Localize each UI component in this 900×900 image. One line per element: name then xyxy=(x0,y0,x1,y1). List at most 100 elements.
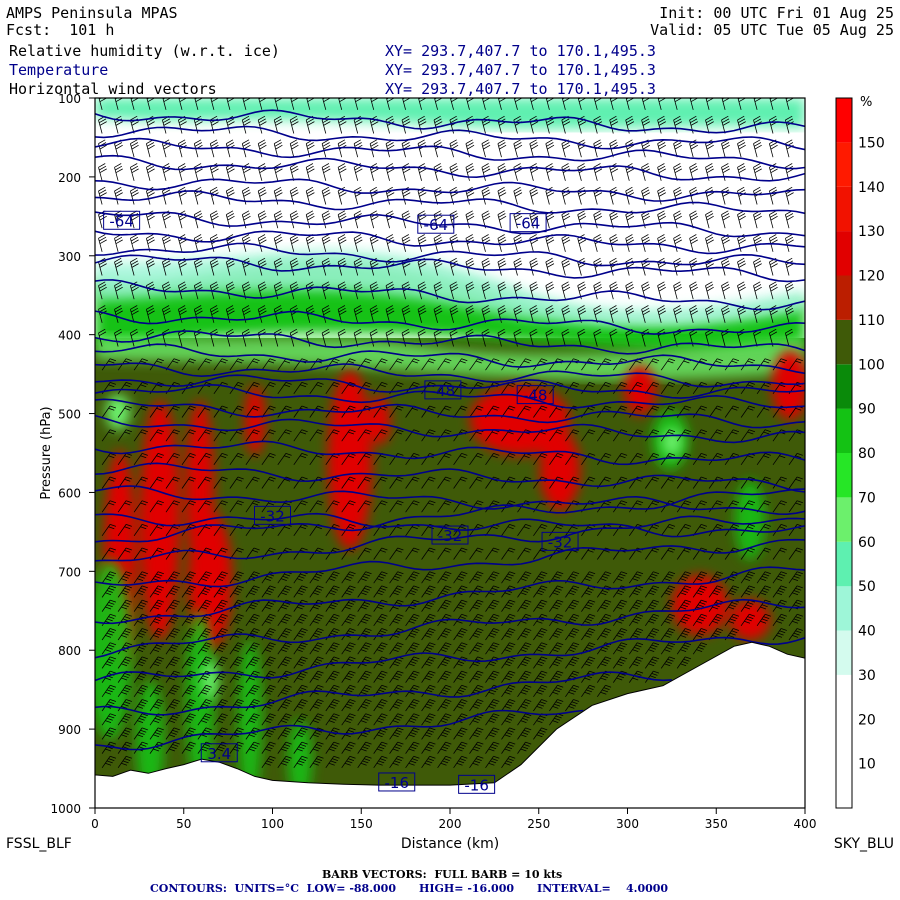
colorbar-segment xyxy=(836,408,852,453)
wind-barb xyxy=(401,210,411,229)
wind-barb xyxy=(338,98,347,110)
wind-barb xyxy=(341,613,356,627)
wind-barb xyxy=(533,524,548,537)
right-endpoint-label: SKY_BLU xyxy=(834,836,894,852)
wind-barb xyxy=(273,115,283,134)
wind-barb xyxy=(146,139,155,158)
wind-barb xyxy=(117,628,132,641)
wind-barb xyxy=(261,670,276,683)
wind-barb xyxy=(788,358,803,371)
wind-barb xyxy=(529,186,539,205)
wind-barb xyxy=(724,358,740,371)
wind-barb xyxy=(229,405,244,418)
wind-barb xyxy=(485,741,500,754)
wind-barb xyxy=(644,656,660,669)
wind-barb xyxy=(529,234,539,252)
wind-barb xyxy=(261,628,276,641)
wind-barb xyxy=(756,476,771,489)
wind-barb xyxy=(705,186,714,205)
wind-barb xyxy=(533,405,548,418)
wind-barb xyxy=(612,476,628,489)
wind-barb xyxy=(277,699,292,712)
wind-barb xyxy=(644,670,660,683)
wind-barb xyxy=(117,755,132,769)
wind-barb xyxy=(609,305,619,323)
wind-barb xyxy=(565,585,580,598)
wind-barb xyxy=(114,257,123,276)
wind-barb xyxy=(581,476,596,489)
contour-label-box xyxy=(509,213,547,233)
wind-barb xyxy=(737,186,746,205)
wind-barb xyxy=(437,500,452,513)
wind-barb xyxy=(593,98,603,110)
wind-barb xyxy=(641,115,650,134)
wind-barb xyxy=(178,234,187,252)
wind-barb xyxy=(628,656,644,669)
wind-barb xyxy=(453,547,468,560)
wind-barb xyxy=(357,684,372,698)
wind-barb xyxy=(469,741,484,754)
wind-barb xyxy=(501,547,516,560)
wind-barb xyxy=(676,500,692,513)
wind-barb xyxy=(657,186,666,205)
wind-barb xyxy=(133,585,148,598)
x-axis-title: Distance (km) xyxy=(401,836,499,852)
wind-barb xyxy=(165,684,180,698)
wind-barb xyxy=(577,115,587,134)
wind-barb xyxy=(389,429,404,442)
wind-barb xyxy=(660,476,676,489)
wind-barb xyxy=(485,642,500,655)
wind-barb xyxy=(389,405,404,418)
wind-barb xyxy=(117,524,132,537)
wind-barb xyxy=(273,186,283,205)
wind-barb xyxy=(405,571,420,584)
wind-barb xyxy=(625,163,635,181)
wind-barb xyxy=(581,628,596,641)
wind-barb xyxy=(513,328,522,347)
wind-barb xyxy=(373,585,388,598)
wind-barb xyxy=(577,257,587,276)
wind-barb xyxy=(501,755,516,769)
wind-barb xyxy=(293,656,308,669)
wind-barb xyxy=(357,500,372,513)
wind-barb xyxy=(181,642,196,655)
wind-barb xyxy=(181,628,196,641)
isotherm-line xyxy=(95,154,805,182)
x-axis: 0 50 100 150 200 250 300 350 400 xyxy=(91,808,816,831)
wind-barb xyxy=(437,405,452,418)
wind-barb xyxy=(724,628,740,641)
wind-barb xyxy=(193,163,203,181)
wind-barb xyxy=(257,281,267,300)
wind-barb xyxy=(628,500,644,513)
wind-barb xyxy=(465,163,475,181)
wind-barb xyxy=(325,500,340,513)
wind-barb xyxy=(517,571,532,584)
wind-barb xyxy=(769,257,778,276)
wind-barb xyxy=(513,210,523,229)
wind-barb xyxy=(453,453,468,466)
colorbar-tick-label: 50 xyxy=(858,579,876,595)
wind-barb xyxy=(549,656,564,669)
wind-barb xyxy=(469,699,484,712)
wind-barb xyxy=(421,547,436,560)
contour-label: -16 xyxy=(385,774,410,792)
isotherm-line xyxy=(95,709,584,751)
y-tick-label: 400 xyxy=(58,329,81,343)
isotherm-line xyxy=(95,343,805,375)
wind-barb xyxy=(421,358,436,371)
y-tick-label: 700 xyxy=(58,565,81,579)
wind-barb xyxy=(133,429,148,442)
wind-barb xyxy=(309,571,324,584)
wind-barb xyxy=(449,186,459,205)
wind-barb xyxy=(581,684,596,698)
wind-barb xyxy=(357,642,372,655)
wind-barb xyxy=(453,727,468,740)
wind-barb xyxy=(225,139,235,158)
wind-barb xyxy=(676,656,692,669)
wind-barb xyxy=(418,98,427,110)
wind-barb xyxy=(565,613,580,627)
wind-barb xyxy=(485,670,500,683)
wind-barb xyxy=(453,476,468,489)
wind-barb xyxy=(533,613,548,627)
isotherm-line xyxy=(95,137,805,170)
